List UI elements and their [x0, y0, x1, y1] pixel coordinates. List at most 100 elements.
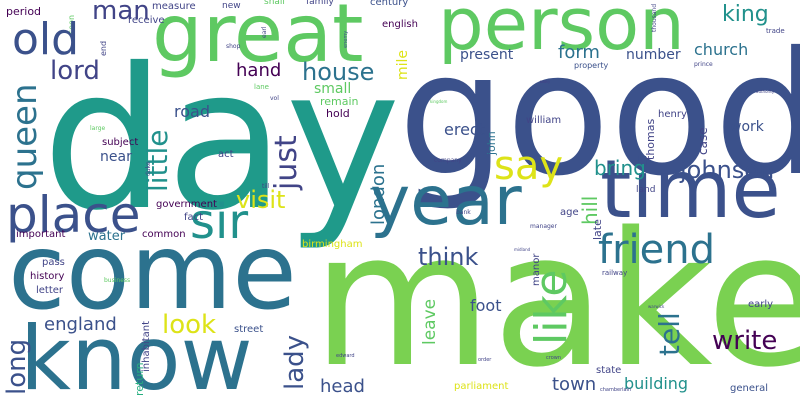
word-small: small — [314, 81, 352, 97]
word-place: place — [6, 186, 141, 244]
word-kingdom: kingdom — [430, 99, 448, 104]
word-house: house — [302, 58, 375, 86]
word-man: man — [92, 0, 150, 26]
word-fact: fact — [184, 212, 204, 223]
word-church: church — [694, 40, 749, 59]
word-good: good — [398, 16, 800, 214]
word-write: write — [712, 326, 778, 356]
word-use: use — [540, 79, 548, 84]
word-period: period — [6, 5, 42, 18]
word-letter: letter — [36, 285, 64, 296]
word-common: common — [142, 229, 186, 240]
word-important: important — [16, 229, 66, 240]
word-order: order — [478, 357, 492, 363]
word-english: english — [382, 19, 418, 30]
word-person: person — [438, 0, 685, 66]
word-work: work — [730, 119, 764, 135]
word-crown: crown — [546, 355, 562, 361]
word-earl: earl — [261, 26, 268, 38]
word-edward: edward — [336, 353, 355, 359]
word-lane: lane — [254, 83, 269, 91]
word-measure: measure — [152, 1, 196, 12]
word-make: make — [312, 192, 800, 400]
word-street: street — [234, 324, 264, 335]
word-say: say — [494, 143, 564, 189]
word-time: time — [600, 143, 781, 236]
word-lady: lady — [280, 334, 310, 390]
word-age: age — [560, 207, 579, 218]
word-pass: pass — [42, 257, 65, 268]
word-receive: receive — [128, 15, 165, 26]
word-midland: midland — [514, 247, 531, 252]
word-lord: lord — [50, 56, 100, 86]
word-william: william — [526, 115, 562, 126]
word-water: water — [88, 229, 126, 244]
word-trade: trade — [766, 27, 785, 35]
word-birmingham: birmingham — [302, 239, 363, 250]
word-hand: hand — [236, 60, 282, 81]
word-johnson: johnson — [680, 156, 775, 184]
word-know: know — [20, 307, 253, 400]
word-remain: remain — [320, 95, 359, 108]
word-government: government — [156, 199, 217, 210]
word-vol: vol — [270, 95, 279, 102]
word-new: new — [222, 1, 241, 11]
word-visit: visit — [236, 186, 286, 214]
word-land: land — [636, 185, 656, 195]
word-state: state — [596, 365, 622, 376]
word-army: army — [540, 79, 551, 84]
word-family: family — [306, 0, 334, 7]
word-head: head — [320, 376, 365, 397]
word-prince: prince — [694, 61, 713, 68]
word-late: late — [591, 219, 604, 240]
word-present: present — [460, 47, 514, 63]
word-queen: queen — [5, 83, 45, 190]
word-leave: leave — [420, 298, 440, 345]
word-company: company — [434, 157, 462, 164]
word-authority: authority — [756, 89, 775, 94]
word-king: king — [722, 2, 769, 27]
word-shop: shop — [226, 43, 241, 50]
word-year: year — [370, 162, 522, 241]
word-general: general — [730, 383, 769, 394]
word-henry: henry — [658, 109, 687, 120]
word-property: property — [574, 61, 609, 70]
word-number: number — [626, 47, 681, 63]
word-great: great — [152, 0, 364, 80]
word-business: business — [104, 277, 131, 284]
word-town: town — [552, 374, 597, 395]
word-england: england — [44, 314, 117, 335]
word-london: london — [368, 163, 389, 225]
word-foot: foot — [470, 296, 502, 315]
word-erect: erect — [444, 120, 485, 139]
word-case: case — [696, 127, 710, 155]
word-history: history — [30, 271, 65, 282]
word-bring: bring — [594, 156, 646, 180]
word-large: large — [90, 125, 106, 132]
word-think: think — [418, 243, 479, 271]
word-near: near — [100, 149, 132, 165]
word-friend: friend — [598, 227, 715, 273]
word-bank: bank — [456, 209, 471, 216]
word-day: day — [42, 26, 401, 253]
word-form: form — [558, 42, 600, 63]
word-thomas: thomas — [644, 118, 657, 160]
word-sir: sir — [190, 194, 249, 250]
word-manor: manor — [531, 253, 542, 286]
word-early: early — [748, 299, 774, 310]
word-warwick: warwick — [648, 304, 665, 309]
word-till: till — [262, 183, 270, 190]
word-look: look — [162, 310, 217, 340]
word-act: act — [218, 149, 234, 160]
word-century: century — [370, 0, 409, 8]
word-inhabitant: inhabitant — [141, 320, 152, 372]
word-parliament: parliament — [454, 381, 509, 392]
word-just: just — [269, 135, 304, 190]
word-subject: subject — [102, 137, 139, 148]
word-railway: railway — [602, 269, 628, 277]
word-manager: manager — [530, 223, 557, 230]
word-shall: shall — [264, 0, 285, 7]
word-enemy: enemy — [343, 30, 349, 48]
word-chamberlain: chamberlain — [600, 387, 632, 393]
word-tell: tell — [653, 312, 686, 356]
